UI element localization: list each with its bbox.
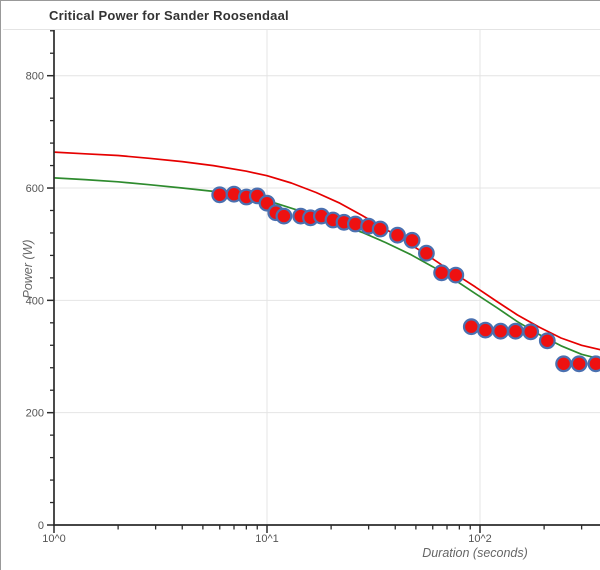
y-tick-label: 800 [26, 71, 44, 83]
scatter-point [433, 264, 451, 282]
scatter-point [418, 244, 435, 262]
y-tick-label: 400 [26, 295, 44, 307]
cp-model-curve-red [53, 151, 600, 351]
scatter-point [522, 323, 540, 341]
scatter-point [538, 332, 556, 350]
x-tick-label: 10^2 [468, 533, 492, 545]
scatter-point [492, 322, 510, 340]
scatter-point [462, 318, 480, 336]
scatter-point [403, 231, 421, 249]
y-tick-label: 200 [26, 408, 44, 420]
scatter-point [587, 355, 600, 373]
scatter-point [507, 322, 524, 340]
scatter-point [371, 220, 389, 238]
chart-title: Critical Power for Sander Roosendaal [49, 8, 289, 23]
scatter-point [570, 355, 588, 373]
x-tick-label: 10^1 [255, 533, 279, 545]
scatter-point [211, 186, 229, 204]
scatter-point [555, 355, 572, 373]
y-tick-label: 600 [26, 183, 44, 195]
x-axis-label: Duration (seconds) [422, 546, 528, 560]
y-tick-label: 0 [38, 520, 44, 532]
scatter-point [477, 321, 494, 339]
scatter-point [275, 207, 293, 225]
x-tick-label: 10^0 [42, 533, 66, 545]
scatter-point [447, 266, 465, 284]
scatter-point [389, 226, 406, 244]
